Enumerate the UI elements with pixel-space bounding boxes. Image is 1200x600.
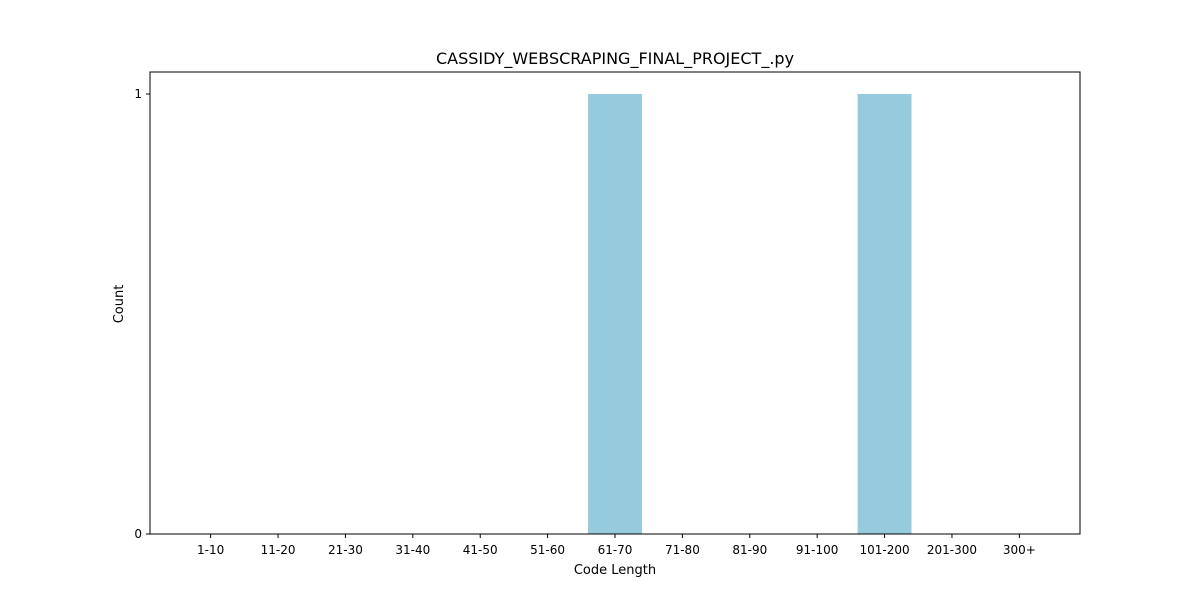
x-tick-label: 61-70 bbox=[598, 543, 633, 557]
x-tick-label: 21-30 bbox=[328, 543, 363, 557]
x-tick-label: 51-60 bbox=[530, 543, 565, 557]
y-axis-label: Count bbox=[112, 285, 127, 324]
x-tick-label: 31-40 bbox=[395, 543, 430, 557]
bars-layer bbox=[588, 94, 912, 534]
bar-61-70 bbox=[588, 94, 642, 534]
x-tick-label: 11-20 bbox=[261, 543, 296, 557]
chart-title: CASSIDY_WEBSCRAPING_FINAL_PROJECT_.py bbox=[436, 49, 794, 69]
y-axis: 01 bbox=[134, 87, 150, 541]
x-tick-label: 71-80 bbox=[665, 543, 700, 557]
bar-101-200 bbox=[857, 94, 912, 534]
x-tick-label: 81-90 bbox=[732, 543, 767, 557]
y-tick-label: 1 bbox=[134, 87, 142, 101]
x-tick-label: 201-300 bbox=[927, 543, 977, 557]
x-axis-label: Code Length bbox=[574, 563, 656, 578]
x-tick-label: 91-100 bbox=[796, 543, 839, 557]
x-axis: 1-10 11-20 21-30 31-40 41-50 51-60 61-70 71-80 8… bbox=[197, 534, 1036, 557]
x-tick-label: 300+ bbox=[1003, 543, 1036, 557]
y-tick-label: 0 bbox=[134, 527, 142, 541]
x-tick-label: 1-10 bbox=[197, 543, 224, 557]
x-tick-label: 41-50 bbox=[463, 543, 498, 557]
x-tick-label: 101-200 bbox=[859, 543, 909, 557]
